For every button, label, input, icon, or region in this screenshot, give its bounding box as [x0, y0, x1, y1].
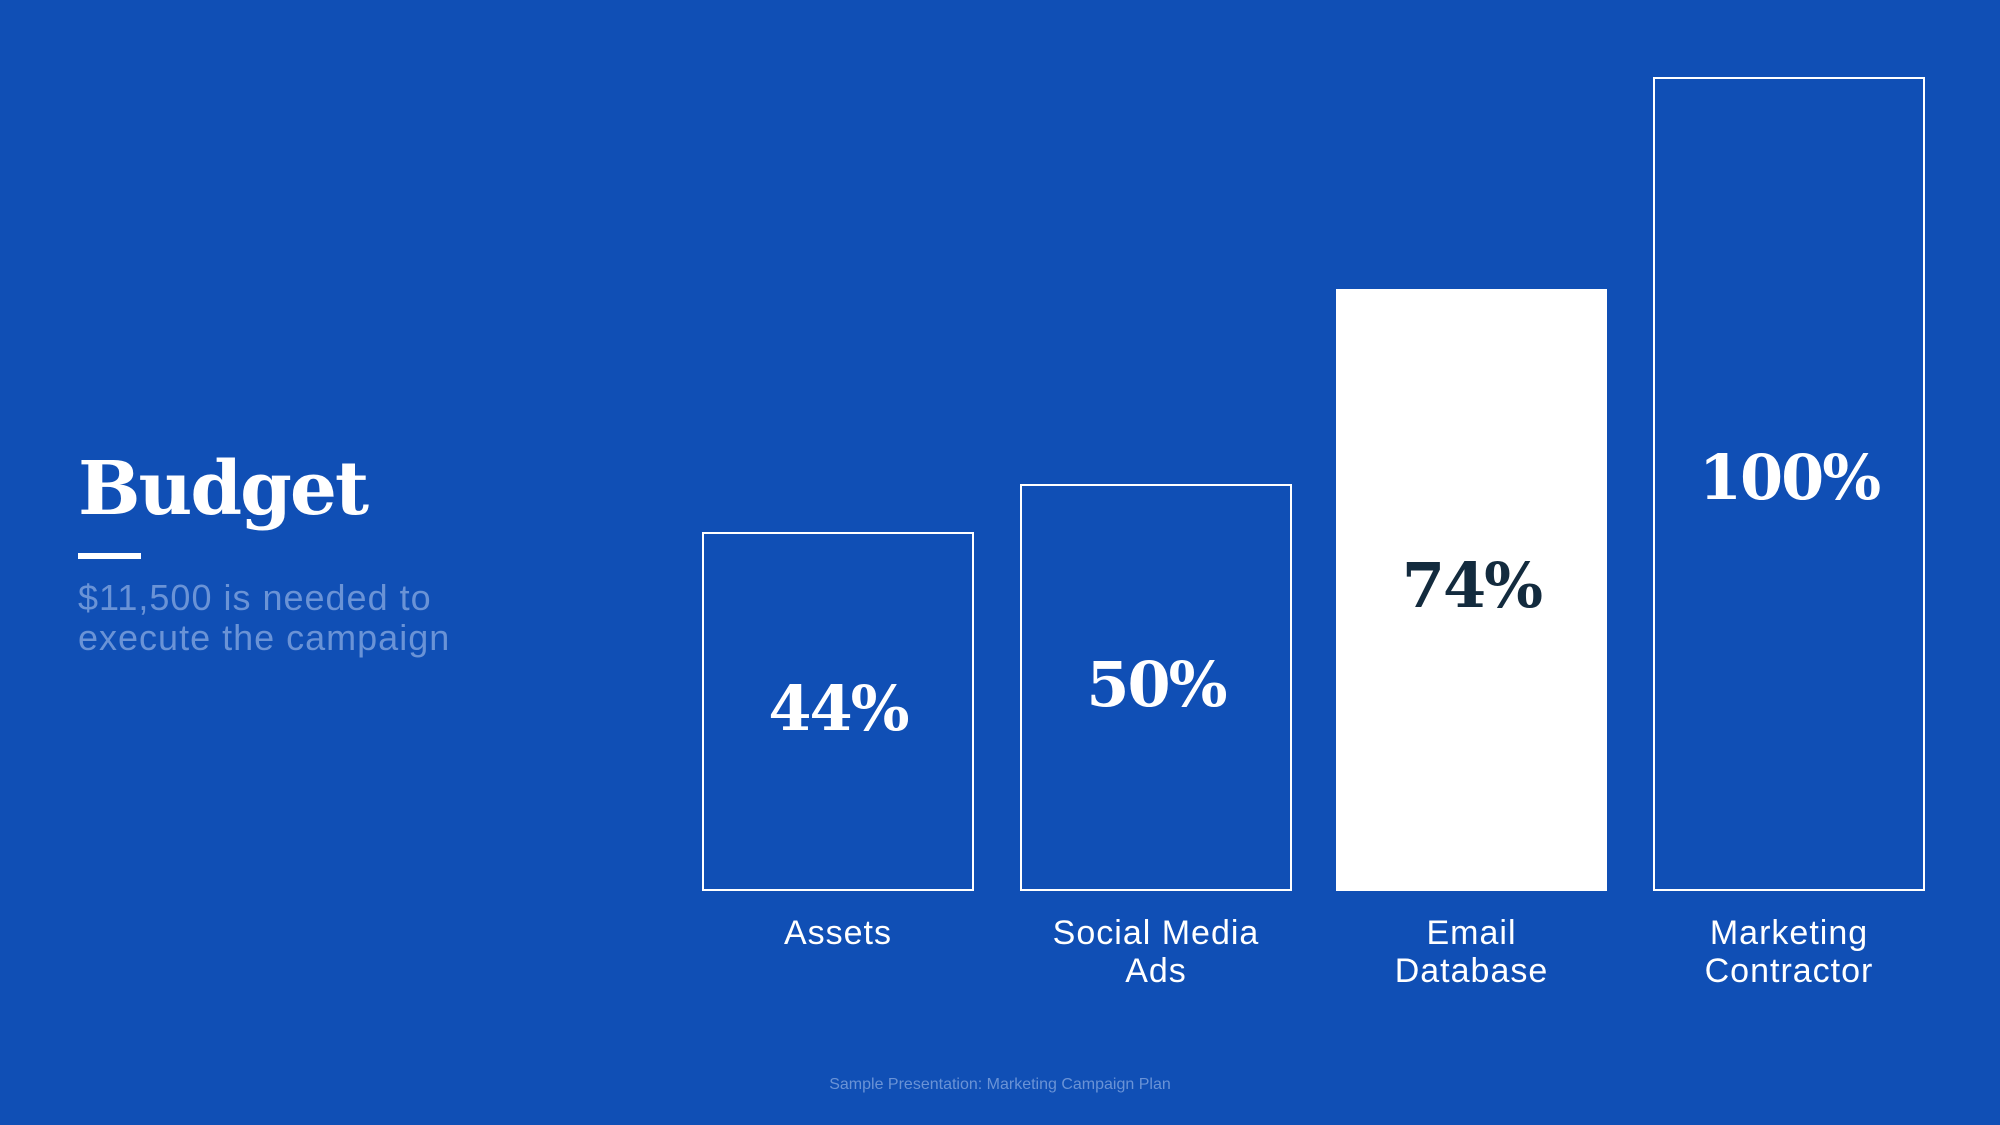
bar-value: 44%: [768, 672, 909, 745]
bar-social-media-ads: 50%: [1020, 484, 1292, 891]
bar-label-marketing-contractor: Marketing Contractor: [1704, 914, 1874, 990]
bar-label-social-media-ads: Social Media Ads: [1052, 914, 1260, 990]
bar-value: 50%: [1086, 648, 1227, 721]
bar-value: 74%: [1401, 549, 1543, 622]
slide-title: Budget: [78, 446, 369, 532]
bar-label-email-database: Email Database: [1394, 914, 1549, 990]
bar-assets: 44%: [702, 532, 974, 891]
bar-value: 100%: [1698, 441, 1881, 514]
bar-label-assets: Assets: [783, 914, 893, 952]
slide-footer: Sample Presentation: Marketing Campaign …: [829, 1076, 1171, 1093]
bar-marketing-contractor: 100%: [1653, 77, 1925, 891]
bar-email-database: 74%: [1336, 289, 1607, 891]
slide-subtitle: $11,500 is needed to execute the campaig…: [78, 577, 451, 658]
title-underline: [78, 553, 141, 559]
